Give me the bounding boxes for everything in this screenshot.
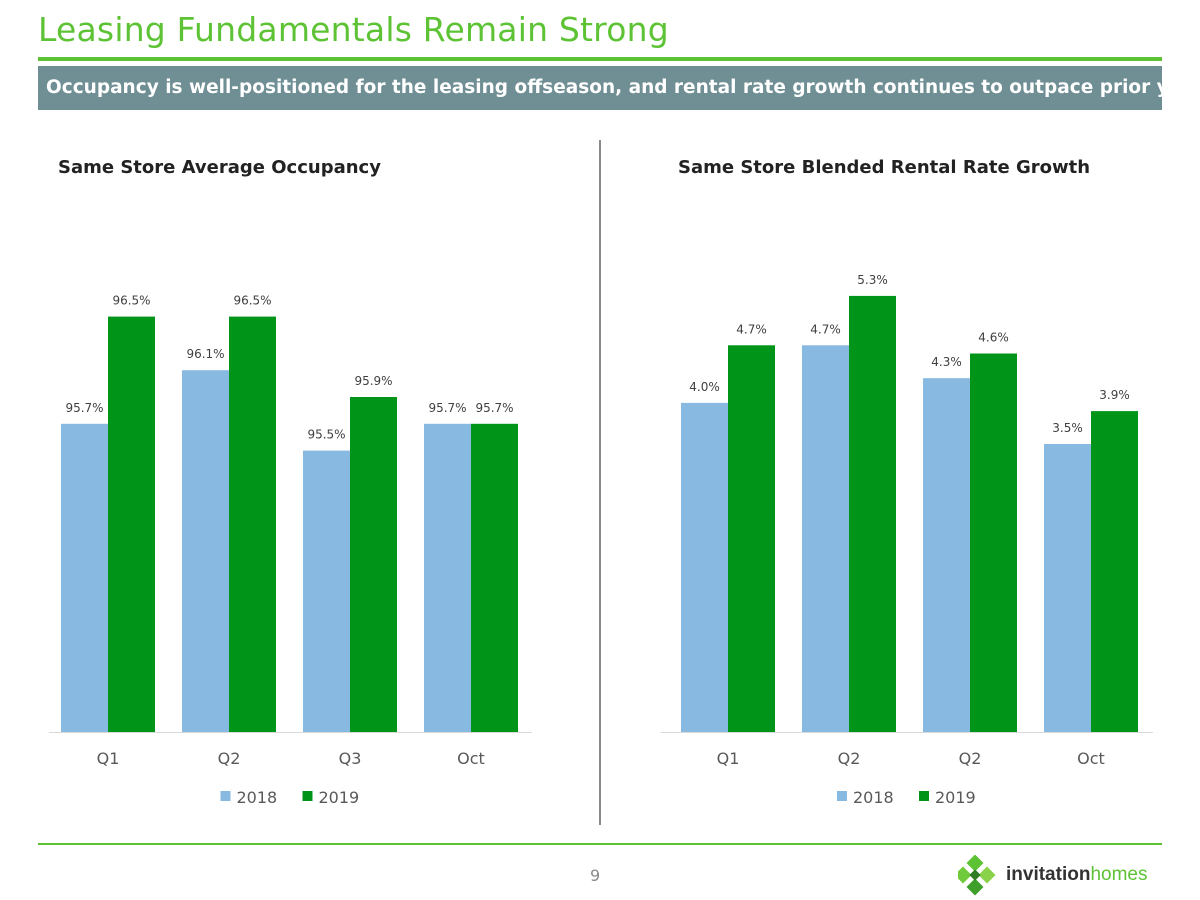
x-tick-label: Q1 (717, 749, 740, 768)
bar-2019-oct (1091, 411, 1138, 732)
data-label-2018-q2: 4.7% (810, 322, 841, 336)
data-label-2018-q1: 4.0% (689, 380, 720, 394)
data-label-2018-oct: 3.5% (1052, 421, 1083, 435)
data-label-2019-oct: 95.7% (475, 401, 513, 415)
logo-word-homes: homes (1090, 864, 1148, 885)
legend-label-2018: 2018 (853, 788, 894, 807)
x-tick-label: Oct (1077, 749, 1105, 768)
data-label-2018-q2: 96.1% (186, 347, 224, 361)
logo-word-invitation: invitation (1006, 864, 1091, 885)
invitation-homes-diamond-logo-icon (958, 855, 996, 896)
occupancy-chart: 95.7% 96.5% Q1 96.1% 96.5% Q2 95.5% 95.9% Q3 95.7… (49, 294, 532, 807)
legend-label-2019: 2019 (935, 788, 976, 807)
title-rule (38, 57, 1162, 61)
footer-rule (38, 843, 1162, 845)
occupancy-chart-title: Same Store Average Occupancy (58, 157, 381, 178)
chart-divider (599, 140, 601, 825)
legend-swatch-2019 (919, 791, 929, 801)
legend-swatch-2018 (220, 791, 231, 801)
x-tick-label: Q2 (838, 749, 861, 768)
legend-swatch-2018 (837, 791, 847, 801)
bar-2018-q2 (182, 370, 229, 732)
data-label-2019-q2: 5.3% (857, 273, 888, 287)
x-tick-label: Oct (457, 749, 485, 768)
bar-2019-q1 (728, 345, 775, 732)
slide-title: Leasing Fundamentals Remain Strong (38, 10, 669, 49)
data-label-2019-q3: 95.9% (354, 374, 392, 388)
data-label-2018-q2: 4.3% (931, 355, 962, 369)
data-label-2019-oct: 3.9% (1099, 388, 1130, 402)
rental-growth-chart-title: Same Store Blended Rental Rate Growth (678, 157, 1091, 178)
company-logo: invitationhomes (958, 855, 1168, 897)
x-tick-label: Q2 (959, 749, 982, 768)
legend-label-2019: 2019 (319, 788, 360, 807)
bar-2019-q2 (849, 295, 896, 732)
x-tick-label: Q2 (218, 749, 241, 768)
bar-2018-oct (424, 423, 471, 732)
legend-label-2018: 2018 (237, 788, 278, 807)
legend-swatch-2019 (302, 791, 313, 801)
bar-2018-q1 (681, 402, 728, 732)
x-tick-label: Q3 (339, 749, 362, 768)
bar-2019-q3 (350, 397, 397, 732)
data-label-2018-oct: 95.7% (428, 401, 466, 415)
bar-2018-q3 (303, 450, 350, 732)
data-label-2018-q3: 95.5% (307, 428, 345, 442)
data-label-2018-q1: 95.7% (65, 401, 103, 415)
bar-2018-q2 (923, 378, 970, 732)
rental-growth-chart: 4.0% 4.7% Q1 4.7% 5.3% Q2 4.3% 4.6% Q2 3.5% 3.9% Oc… (661, 273, 1153, 807)
data-label-2019-q2: 4.6% (978, 331, 1009, 345)
bar-2018-q1 (61, 423, 108, 732)
data-label-2019-q1: 96.5% (112, 294, 150, 308)
data-label-2019-q1: 4.7% (736, 322, 767, 336)
bar-2019-oct (471, 423, 518, 732)
bar-2018-oct (1044, 444, 1091, 732)
bar-2019-q2 (229, 316, 276, 732)
bar-2019-q2 (970, 353, 1017, 732)
data-label-2019-q2: 96.5% (233, 294, 271, 308)
page-number: 9 (590, 866, 601, 885)
bar-2018-q2 (802, 345, 849, 732)
subtitle-banner: Occupancy is well-positioned for the lea… (38, 66, 1162, 110)
x-tick-label: Q1 (97, 749, 120, 768)
bar-2019-q1 (108, 316, 155, 732)
